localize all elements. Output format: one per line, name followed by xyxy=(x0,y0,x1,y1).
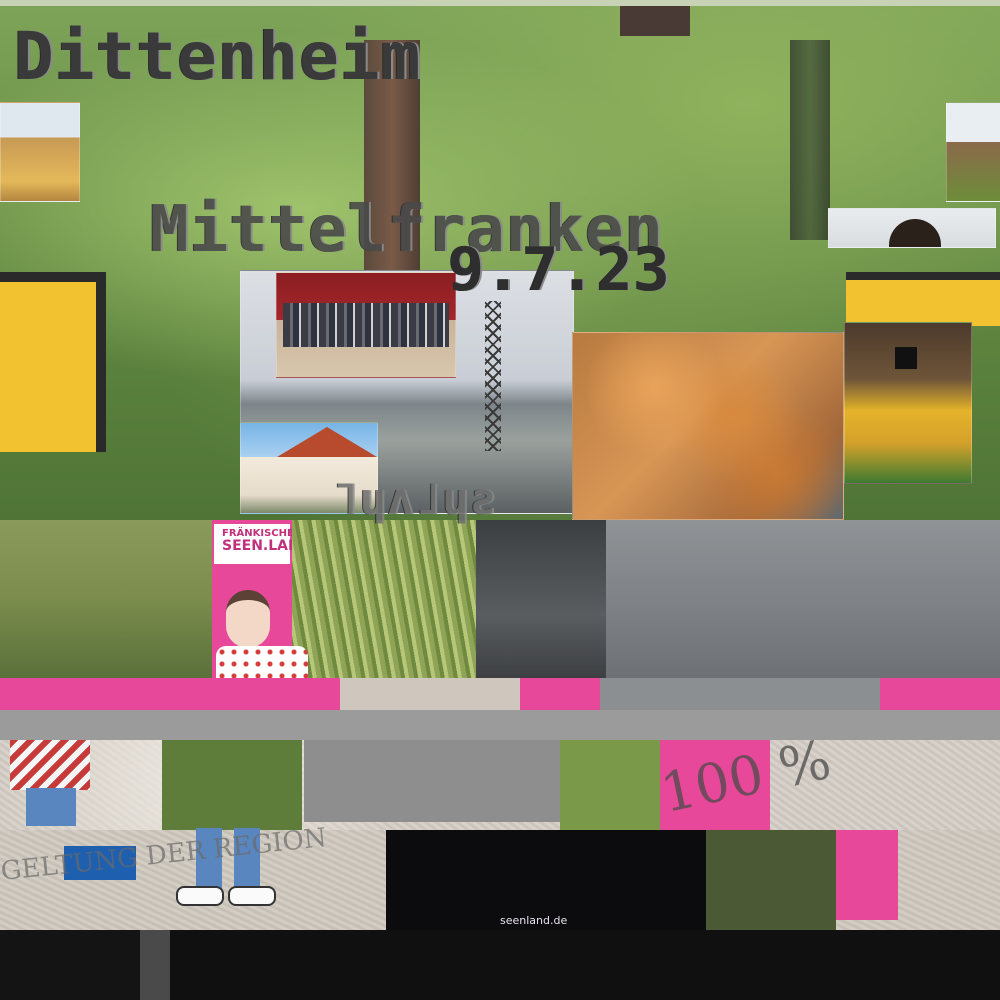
grey-strip xyxy=(304,740,560,822)
grass-block xyxy=(706,830,836,930)
cartoon-legs xyxy=(176,828,286,924)
brochure-logo: FRÄNKISCHES SEEN.LAND xyxy=(214,524,312,564)
date-label: 9.7.23 xyxy=(448,235,671,305)
photo-house xyxy=(240,422,378,514)
yellow-road-sign-right xyxy=(846,272,1000,326)
grass-strip-2 xyxy=(560,740,660,830)
brochure-url: seenland.de xyxy=(500,914,568,927)
tree-trunk xyxy=(364,40,420,270)
town-title: Dittenheim xyxy=(14,18,422,95)
brochure-logo-line2: SEEN.LAND xyxy=(222,538,312,554)
photo-portrait xyxy=(828,208,996,248)
black-block xyxy=(386,830,706,930)
photo-market-stall xyxy=(0,102,80,202)
grass-strip xyxy=(162,740,302,830)
cartoon-person-torso xyxy=(0,740,96,826)
pink-strip xyxy=(660,740,770,830)
dark-bottom-band xyxy=(0,930,1000,1000)
tree-trunk-2 xyxy=(790,40,830,240)
photo-market-stall-right xyxy=(946,102,1000,202)
photo-walnut-sacks xyxy=(572,332,844,520)
blue-block xyxy=(64,846,136,880)
yellow-road-sign xyxy=(0,272,106,452)
pink-block xyxy=(836,830,898,920)
photo-group-on-stage xyxy=(276,272,456,378)
photo-band-in-tent xyxy=(844,322,972,484)
road xyxy=(606,520,1000,678)
top-strip xyxy=(0,0,1000,6)
brochure-logo-line1: FRÄNKISCHES xyxy=(222,528,302,539)
grass-field xyxy=(0,520,212,680)
pink-band xyxy=(0,678,1000,710)
dark-block-top xyxy=(620,6,690,36)
glitch-caption: ˥ɥʌ˩ɥƨ xyxy=(332,474,497,525)
region-title: Mittelfranken xyxy=(150,193,664,267)
grey-band xyxy=(0,710,1000,740)
